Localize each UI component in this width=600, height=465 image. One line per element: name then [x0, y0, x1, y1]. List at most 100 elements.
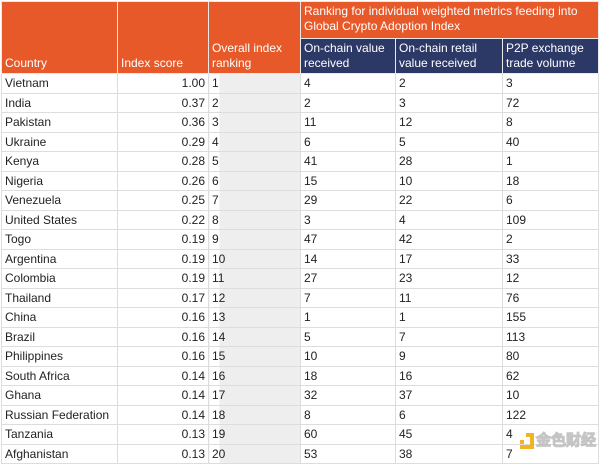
table-row: Togo 0.19 9 47 42 2 [1, 229, 599, 250]
table-row: Russian Federation 0.14 18 8 6 122 [1, 404, 599, 425]
cell-overall-ranking: 12 [208, 287, 301, 308]
cell-onchain-value-rank: 27 [300, 268, 396, 289]
cell-overall-ranking: 16 [208, 365, 301, 386]
cell-onchain-retail-rank: 2 [395, 73, 503, 94]
header-overall-ranking: Overall index ranking [208, 1, 301, 74]
cell-country: Philippines [1, 346, 118, 367]
cell-p2p-volume-rank: 1 [502, 151, 599, 172]
cell-onchain-value-rank: 4 [300, 73, 396, 94]
cell-onchain-retail-rank: 6 [395, 404, 503, 425]
cell-onchain-retail-rank: 1 [395, 307, 503, 328]
cell-country: Russian Federation [1, 404, 118, 425]
cell-country: Argentina [1, 248, 118, 269]
cell-country: Togo [1, 229, 118, 250]
cell-p2p-volume-rank: 3 [502, 73, 599, 94]
cell-country: India [1, 92, 118, 113]
table-row: Nigeria 0.26 6 15 10 18 [1, 170, 599, 191]
table-row: Pakistan 0.36 3 11 12 8 [1, 112, 599, 133]
cell-overall-ranking: 5 [208, 151, 301, 172]
table-row: Kenya 0.28 5 41 28 1 [1, 151, 599, 172]
cell-overall-ranking: 8 [208, 209, 301, 230]
cell-overall-ranking: 19 [208, 424, 301, 445]
cell-country: South Africa [1, 365, 118, 386]
cell-overall-ranking: 14 [208, 326, 301, 347]
header-metrics-group: Ranking for individual weighted metrics … [300, 1, 599, 39]
cell-p2p-volume-rank: 33 [502, 248, 599, 269]
cell-onchain-value-rank: 10 [300, 346, 396, 367]
cell-country: Vietnam [1, 73, 118, 94]
cell-country: Afghanistan [1, 443, 118, 464]
cell-index-score: 0.22 [117, 209, 209, 230]
cell-onchain-retail-rank: 9 [395, 346, 503, 367]
cell-p2p-volume-rank: 2 [502, 229, 599, 250]
cell-onchain-retail-rank: 17 [395, 248, 503, 269]
cell-onchain-value-rank: 3 [300, 209, 396, 230]
header-country: Country [1, 1, 118, 74]
cell-overall-ranking: 6 [208, 170, 301, 191]
cell-onchain-value-rank: 11 [300, 112, 396, 133]
cell-overall-ranking: 4 [208, 131, 301, 152]
cell-index-score: 0.13 [117, 424, 209, 445]
cell-overall-ranking: 7 [208, 190, 301, 211]
cell-index-score: 0.16 [117, 346, 209, 367]
cell-onchain-value-rank: 8 [300, 404, 396, 425]
cell-country: United States [1, 209, 118, 230]
cell-onchain-retail-rank: 7 [395, 326, 503, 347]
cell-country: China [1, 307, 118, 328]
cell-onchain-value-rank: 15 [300, 170, 396, 191]
cell-country: Brazil [1, 326, 118, 347]
table-row: China 0.16 13 1 1 155 [1, 307, 599, 328]
cell-p2p-volume-rank: 113 [502, 326, 599, 347]
table-row: Vietnam 1.00 1 4 2 3 [1, 73, 599, 94]
cell-country: Ukraine [1, 131, 118, 152]
cell-onchain-value-rank: 1 [300, 307, 396, 328]
table-row: United States 0.22 8 3 4 109 [1, 209, 599, 230]
header-p2p-volume: P2P exchange trade volume [502, 38, 599, 74]
cell-country: Pakistan [1, 112, 118, 133]
cell-p2p-volume-rank: 18 [502, 170, 599, 191]
cell-index-score: 0.36 [117, 112, 209, 133]
table-row: Afghanistan 0.13 20 53 38 7 [1, 443, 599, 464]
cell-country: Colombia [1, 268, 118, 289]
cell-index-score: 0.26 [117, 170, 209, 191]
cell-index-score: 0.17 [117, 287, 209, 308]
cell-country: Thailand [1, 287, 118, 308]
cell-p2p-volume-rank: 6 [502, 190, 599, 211]
cell-index-score: 0.19 [117, 248, 209, 269]
cell-index-score: 1.00 [117, 73, 209, 94]
header-onchain-value: On-chain value received [300, 38, 396, 74]
cell-p2p-volume-rank: 109 [502, 209, 599, 230]
cell-onchain-retail-rank: 10 [395, 170, 503, 191]
cell-overall-ranking: 9 [208, 229, 301, 250]
cell-overall-ranking: 1 [208, 73, 301, 94]
cell-overall-ranking: 20 [208, 443, 301, 464]
cell-p2p-volume-rank: 80 [502, 346, 599, 367]
cell-overall-ranking: 2 [208, 92, 301, 113]
table-row: Ukraine 0.29 4 6 5 40 [1, 131, 599, 152]
cell-index-score: 0.37 [117, 92, 209, 113]
cell-index-score: 0.19 [117, 268, 209, 289]
cell-overall-ranking: 15 [208, 346, 301, 367]
cell-p2p-volume-rank: 76 [502, 287, 599, 308]
cell-onchain-retail-rank: 5 [395, 131, 503, 152]
cell-onchain-retail-rank: 11 [395, 287, 503, 308]
cell-country: Tanzania [1, 424, 118, 445]
cell-p2p-volume-rank: 155 [502, 307, 599, 328]
cell-p2p-volume-rank: 40 [502, 131, 599, 152]
cell-onchain-value-rank: 41 [300, 151, 396, 172]
header-onchain-retail: On-chain retail value received [395, 38, 503, 74]
cell-onchain-value-rank: 2 [300, 92, 396, 113]
cell-country: Kenya [1, 151, 118, 172]
cell-overall-ranking: 17 [208, 385, 301, 406]
table-row: Argentina 0.19 10 14 17 33 [1, 248, 599, 269]
cell-p2p-volume-rank: 7 [502, 443, 599, 464]
table-row: Ghana 0.14 17 32 37 10 [1, 385, 599, 406]
cell-overall-ranking: 11 [208, 268, 301, 289]
table-row: South Africa 0.14 16 18 16 62 [1, 365, 599, 386]
cell-p2p-volume-rank: 62 [502, 365, 599, 386]
cell-onchain-value-rank: 6 [300, 131, 396, 152]
cell-onchain-retail-rank: 4 [395, 209, 503, 230]
cell-onchain-retail-rank: 38 [395, 443, 503, 464]
cell-onchain-retail-rank: 23 [395, 268, 503, 289]
